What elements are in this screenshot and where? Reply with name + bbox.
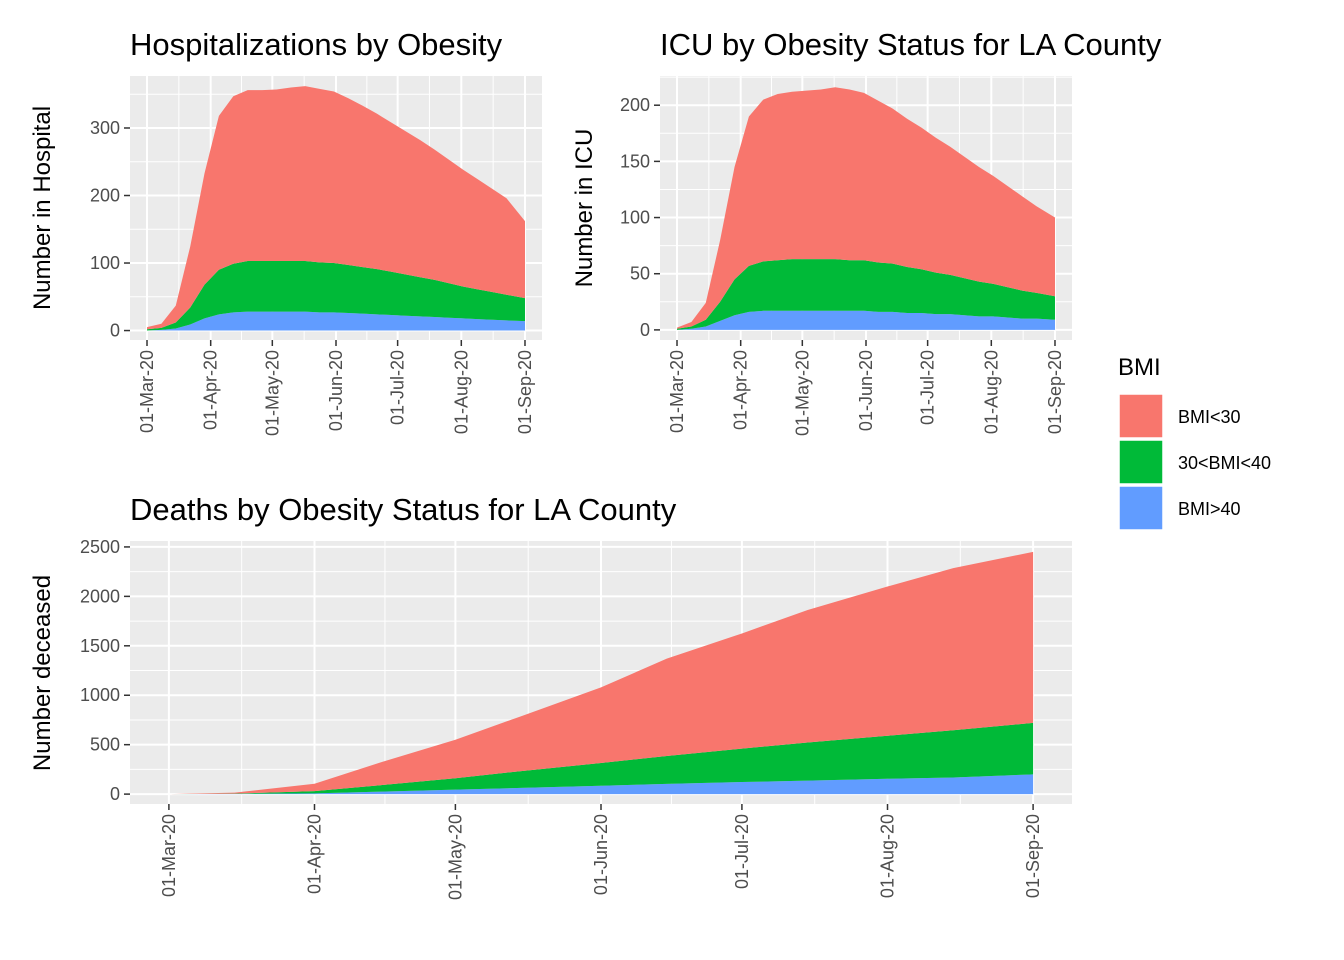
legend-label: BMI>40 [1178, 499, 1241, 519]
x-tick-label: 01-Aug-20 [878, 814, 898, 898]
x-tick-label: 01-Mar-20 [159, 814, 179, 897]
area-series-BMI>40 [147, 311, 525, 331]
x-tick-label: 01-Sep-20 [1023, 814, 1043, 898]
y-tick-label: 300 [90, 118, 120, 138]
x-tick-label: 01-Apr-20 [201, 350, 221, 430]
x-tick-label: 01-May-20 [445, 814, 465, 900]
area-series-BMI<30 [677, 87, 1055, 329]
y-tick-label: 0 [110, 321, 120, 341]
area-series-30<BMI<40 [677, 259, 1055, 330]
x-tick-label: 01-Sep-20 [515, 350, 535, 434]
x-tick-label: 01-Sep-20 [1045, 350, 1065, 434]
hospitalizations-chart: Hospitalizations by Obesity Number in Ho… [29, 27, 542, 436]
legend-key [1118, 439, 1164, 485]
y-tick-label: 0 [640, 320, 650, 340]
x-tick-label: 01-Mar-20 [137, 350, 157, 433]
x-tick-label: 01-Jun-20 [326, 350, 346, 431]
deaths-chart: Deaths by Obesity Status for LA County N… [29, 492, 1072, 900]
y-tick-label: 200 [90, 186, 120, 206]
x-tick-label: 01-Jun-20 [591, 814, 611, 895]
chart-title: Hospitalizations by Obesity [130, 27, 503, 62]
area-series-30<BMI<40 [147, 261, 525, 331]
y-tick-label: 2000 [80, 586, 120, 606]
x-tick-label: 01-Jul-20 [918, 350, 938, 425]
legend-key [1118, 393, 1164, 439]
x-tick-label: 01-Jul-20 [732, 814, 752, 889]
area-series-30<BMI<40 [168, 722, 1034, 795]
chart-title: Deaths by Obesity Status for LA County [130, 492, 677, 527]
x-tick-label: 01-May-20 [262, 350, 282, 436]
x-tick-label: 01-Mar-20 [667, 350, 687, 433]
area-series-BMI<30 [168, 551, 1034, 795]
y-tick-label: 1500 [80, 636, 120, 656]
x-tick-label: 01-Aug-20 [981, 350, 1001, 434]
y-tick-label: 100 [90, 253, 120, 273]
y-axis-label: Number in Hospital [29, 106, 56, 310]
y-tick-label: 100 [620, 208, 650, 228]
x-tick-label: 01-Jul-20 [388, 350, 408, 425]
y-tick-label: 50 [630, 264, 650, 284]
chart-title: ICU by Obesity Status for LA County [660, 27, 1162, 62]
legend: BMI BMI<30 30<BMI<40 BMI>40 [1118, 354, 1271, 531]
legend-label: 30<BMI<40 [1178, 453, 1271, 473]
y-axis-label: Number deceased [29, 575, 56, 771]
area-series-BMI<30 [147, 86, 525, 330]
x-tick-label: 01-Apr-20 [304, 814, 324, 894]
y-tick-label: 1000 [80, 685, 120, 705]
area-series-BMI>40 [168, 774, 1034, 795]
y-tick-label: 2500 [80, 537, 120, 557]
icu-chart: ICU by Obesity Status for LA County Numb… [571, 27, 1162, 436]
y-tick-label: 150 [620, 151, 650, 171]
legend-key [1118, 485, 1164, 531]
legend-title: BMI [1118, 354, 1161, 381]
y-tick-label: 500 [90, 735, 120, 755]
area-series-BMI>40 [677, 310, 1055, 330]
x-tick-label: 01-Aug-20 [451, 350, 471, 434]
x-tick-label: 01-Jun-20 [856, 350, 876, 431]
y-axis-label: Number in ICU [571, 129, 598, 288]
legend-label: BMI<30 [1178, 407, 1241, 427]
x-tick-label: 01-May-20 [792, 350, 812, 436]
x-tick-label: 01-Apr-20 [731, 350, 751, 430]
y-tick-label: 0 [110, 784, 120, 804]
y-tick-label: 200 [620, 95, 650, 115]
